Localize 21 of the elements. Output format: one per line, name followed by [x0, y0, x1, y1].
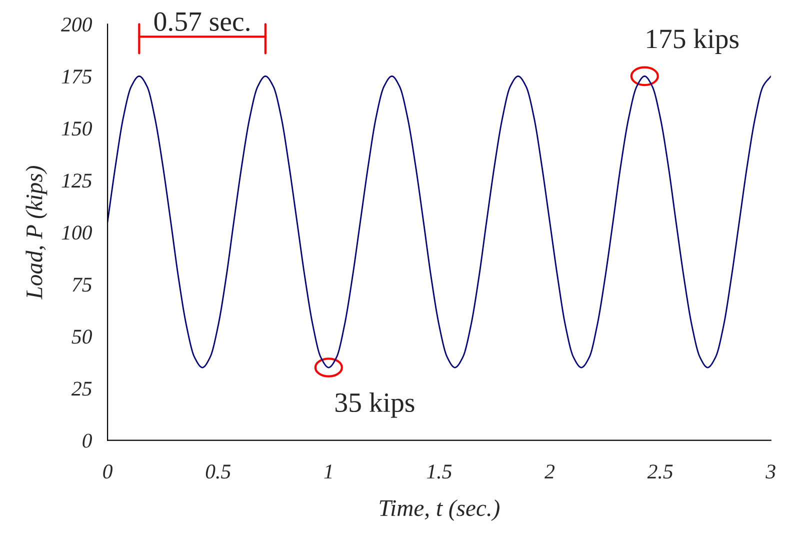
- y-tick-label: 125: [62, 174, 92, 188]
- x-tick-label: 0.5: [206, 464, 230, 479]
- x-tick-label: 1.5: [426, 464, 452, 479]
- x-tick-label: 2: [544, 464, 555, 478]
- x-tick-label: 1: [324, 464, 332, 478]
- x-tick-label: 2.5: [647, 464, 673, 479]
- annotation: 35 kips: [336, 392, 414, 418]
- y-tick-label: 25: [71, 382, 92, 396]
- y-axis-title: Load, P (kips): [26, 166, 48, 300]
- annotation: 175 kips: [647, 28, 739, 54]
- x-tick-label: 0: [103, 464, 112, 479]
- y-tick-label: 0: [82, 434, 92, 448]
- y-tick-label: 200: [61, 18, 92, 32]
- y-tick-label: 100: [62, 226, 92, 240]
- y-tick-label: 175: [62, 70, 92, 84]
- x-tick-label: 3: [766, 464, 776, 479]
- annotation: 0.57 sec.: [154, 12, 250, 32]
- y-tick-label: 75: [72, 278, 92, 292]
- y-tick-label: 50: [72, 330, 92, 344]
- y-tick-label: 150: [62, 122, 92, 136]
- x-axis-title: Time, t (sec.): [380, 500, 500, 521]
